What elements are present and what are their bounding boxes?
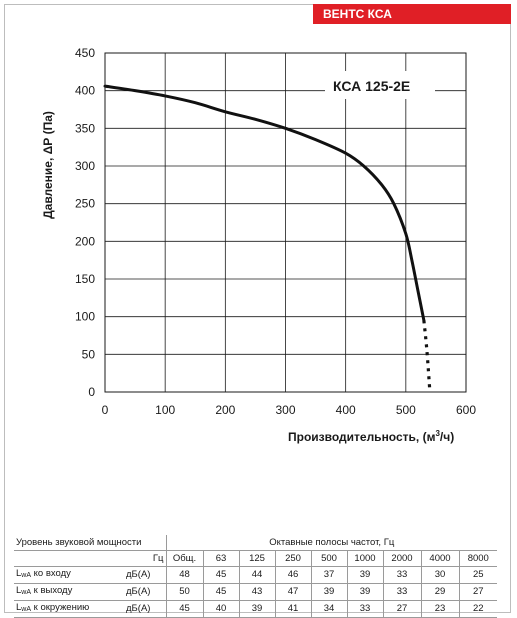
y-axis-title: Давление, ΔР (Па) [41, 111, 55, 219]
table-cell: 50 [165, 583, 203, 601]
table-cell: 29 [420, 583, 459, 601]
x-tick-labels: 0 100 200 300 400 500 600 [102, 403, 477, 417]
table-cell: 40 [202, 600, 239, 618]
col-header: 250 [274, 550, 311, 567]
table-row: LwA ко входу дБ(А) 48 45 44 46 37 39 33 … [14, 566, 498, 584]
chart-grid [104, 52, 467, 393]
row-label: LwA к выходу [14, 583, 122, 601]
row-unit: дБ(А) [122, 566, 166, 584]
table-cell: 27 [458, 583, 498, 601]
x-axis-title-main: Производительность, (м [288, 430, 436, 444]
model-label-box [325, 71, 435, 99]
table-cell: 46 [274, 566, 311, 584]
table-cell: 33 [382, 566, 421, 584]
x-tick-label: 300 [275, 403, 295, 417]
col-header: 1000 [346, 550, 383, 567]
col-header: 4000 [420, 550, 459, 567]
x-axis-title: Производительность, (м3/ч) [288, 429, 454, 444]
y-tick-label: 50 [82, 347, 96, 361]
x-tick-label: 500 [396, 403, 416, 417]
table-cell: 44 [238, 566, 275, 584]
col-header: Общ. [165, 550, 203, 567]
col-header: 500 [310, 550, 347, 567]
table-cell: 39 [238, 600, 275, 618]
col-header: 8000 [458, 550, 498, 567]
table-columns-row: Гц Общ. 63 125 250 500 1000 2000 4000 80… [14, 550, 498, 567]
sound-power-table: Уровень звуковой мощности Октавные полос… [14, 535, 498, 618]
table-row: LwA к окружению дБ(А) 45 40 39 41 34 33 … [14, 600, 498, 618]
y-tick-label: 250 [75, 197, 95, 211]
col-header: 2000 [382, 550, 421, 567]
model-label: КСА 125-2Е [333, 78, 410, 94]
table-cell: 37 [310, 566, 347, 584]
y-tick-labels: 0 50 100 150 200 250 300 350 400 450 [75, 46, 95, 399]
x-tick-label: 400 [336, 403, 356, 417]
y-tick-label: 350 [75, 121, 95, 135]
table-cell: 25 [458, 566, 498, 584]
y-tick-label: 300 [75, 159, 95, 173]
table-cell: 45 [202, 566, 239, 584]
row-label: LwA ко входу [14, 566, 122, 584]
row-unit: дБ(А) [122, 600, 166, 618]
x-tick-label: 600 [456, 403, 476, 417]
chart-series [103, 84, 432, 393]
table-cell: 27 [382, 600, 421, 618]
row-label: LwA к окружению [14, 600, 122, 618]
x-tick-label: 200 [215, 403, 235, 417]
y-tick-label: 150 [75, 272, 95, 286]
table-row: LwA к выходу дБ(А) 50 45 43 47 39 39 33 … [14, 583, 498, 601]
table-cell: 41 [274, 600, 311, 618]
table-title: Уровень звуковой мощности [14, 535, 166, 551]
table-cell: 43 [238, 583, 275, 601]
col-header: 125 [238, 550, 275, 567]
table-cell: 47 [274, 583, 311, 601]
table-cell: 33 [346, 600, 383, 618]
table-cell: 39 [310, 583, 347, 601]
y-tick-label: 0 [88, 385, 95, 399]
table-cell: 39 [346, 566, 383, 584]
hz-label: Гц [122, 550, 166, 567]
brand-banner: ВЕНТС КСА [313, 4, 511, 24]
table-cell: 45 [165, 600, 203, 618]
curve-extrapolated [422, 320, 432, 393]
plot-border [104, 52, 467, 393]
col-header: 63 [202, 550, 239, 567]
x-tick-label: 0 [102, 403, 109, 417]
curve-main [103, 84, 426, 322]
table-cell: 48 [165, 566, 203, 584]
x-tick-label: 100 [155, 403, 175, 417]
y-tick-label: 100 [75, 310, 95, 324]
y-tick-label: 400 [75, 84, 95, 98]
x-axis-title-end: /ч) [440, 430, 454, 444]
table-cell: 33 [382, 583, 421, 601]
table-cell: 39 [346, 583, 383, 601]
table-cell: 30 [420, 566, 459, 584]
x-axis-title-sup: 3 [435, 429, 440, 438]
pressure-flow-chart: 0 50 100 150 200 250 300 350 400 450 0 100 200 300 40… [41, 46, 477, 444]
table-cell: 45 [202, 583, 239, 601]
table-cell: 22 [458, 600, 498, 618]
table-cell: 34 [310, 600, 347, 618]
y-tick-label: 200 [75, 234, 95, 248]
table-cell: 23 [420, 600, 459, 618]
table-header-row: Уровень звуковой мощности Октавные полос… [14, 535, 498, 551]
row-unit: дБ(А) [122, 583, 166, 601]
bands-title: Октавные полосы частот, Гц [165, 535, 498, 551]
y-tick-label: 450 [75, 46, 95, 60]
